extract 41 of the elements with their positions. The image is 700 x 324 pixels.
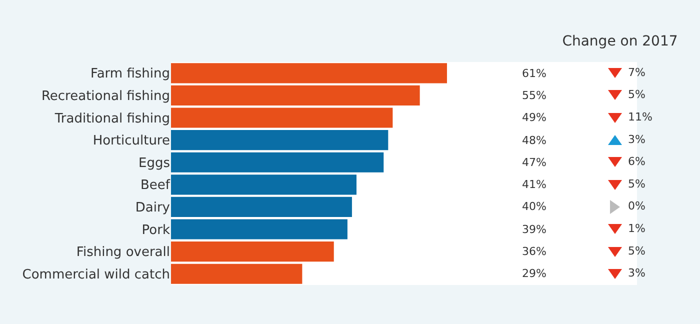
data-label: 6% (621, 155, 646, 168)
data-label: 39% (522, 223, 546, 236)
data-label: 49% (522, 111, 546, 124)
data-label: 41% (522, 178, 546, 191)
bar (171, 196, 352, 217)
bar (171, 130, 388, 150)
data-label: 5% (621, 177, 646, 190)
y-tick-label: Beef (140, 178, 170, 194)
bar (171, 85, 420, 106)
y-tick-label: Traditional fishing (54, 111, 170, 126)
y-tick-label: Eggs (138, 156, 170, 171)
bar (171, 242, 334, 262)
data-label: 47% (522, 156, 546, 169)
data-label: 55% (522, 89, 546, 102)
data-label: 11% (621, 110, 652, 124)
text: Change on 2017 (562, 33, 678, 50)
y-tick-label: Horticulture (92, 134, 170, 149)
data-label: 5% (621, 244, 646, 258)
data-label: 36% (522, 245, 546, 258)
data-label: 40% (522, 200, 546, 213)
bar (171, 264, 302, 284)
bar (171, 108, 393, 128)
y-tick-label: Farm fishing (90, 66, 170, 82)
bar (171, 219, 348, 240)
data-label: 61% (522, 67, 546, 80)
data-label: 5% (621, 88, 646, 102)
bar (171, 152, 384, 172)
data-label: 3% (621, 132, 646, 146)
y-tick-label: Recreational fishing (41, 89, 170, 104)
y-tick-label: Dairy (135, 200, 170, 216)
bar (171, 174, 356, 195)
data-label: 29% (522, 267, 546, 280)
y-tick-label: Fishing overall (76, 245, 170, 260)
data-label: 3% (621, 266, 646, 280)
bar (171, 63, 447, 84)
data-label: 48% (522, 134, 546, 147)
y-tick-label: Commercial wild catch (22, 267, 170, 282)
data-label: 0% (621, 200, 646, 213)
y-tick-label: Pork (142, 222, 170, 238)
data-label: 7% (621, 66, 646, 79)
data-label: 1% (621, 222, 646, 235)
